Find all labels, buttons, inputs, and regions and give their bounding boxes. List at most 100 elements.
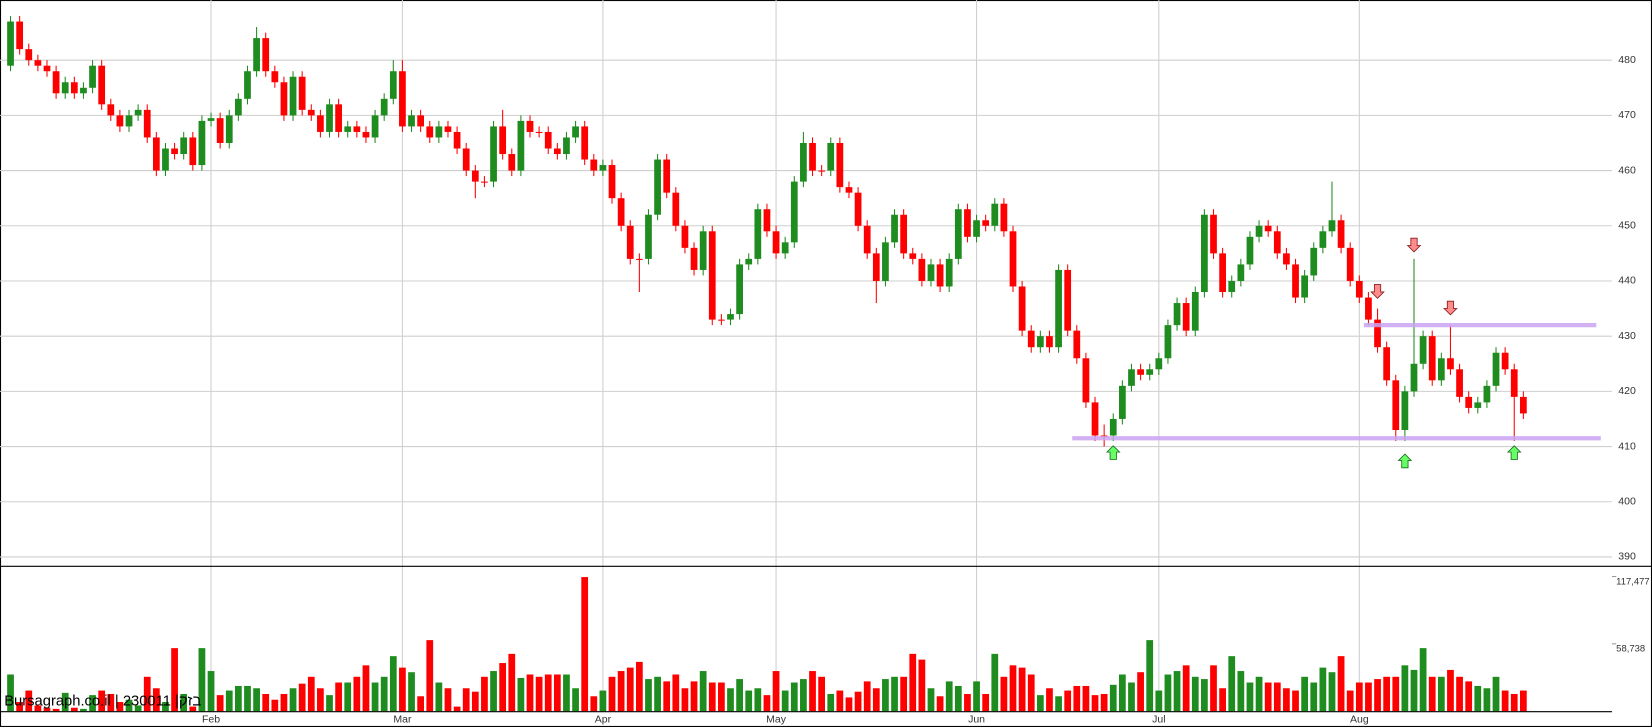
volume-bar — [34, 705, 42, 712]
candle-body — [1082, 358, 1090, 403]
volume-bar — [781, 690, 789, 712]
candle-body — [1027, 330, 1035, 348]
candle-body — [162, 148, 169, 171]
volume-bar — [80, 708, 87, 712]
candle-body — [1018, 286, 1026, 331]
candle-body — [718, 319, 725, 321]
volume-bar — [244, 685, 251, 712]
candle-body — [1064, 269, 1072, 331]
candle-body — [1073, 330, 1081, 359]
volume-bar — [43, 707, 51, 712]
volume-bar — [654, 676, 661, 712]
x-tick-label: Jun — [968, 713, 985, 725]
candle-body — [517, 120, 525, 171]
volume-bar — [1146, 640, 1154, 712]
volume-bar — [882, 679, 889, 712]
volume-bar — [1392, 676, 1400, 712]
candle-body — [417, 115, 425, 127]
candle-body — [1437, 358, 1445, 381]
volume-bar — [964, 693, 971, 712]
volume-bar — [1465, 681, 1473, 712]
candle-body — [727, 314, 734, 320]
source-label: Bursagraph.co.il | 230011 |בזק — [4, 694, 201, 710]
volume-bar — [380, 676, 388, 712]
candle-body — [1137, 369, 1144, 375]
candle-body — [918, 258, 926, 281]
candle-body — [872, 253, 880, 281]
volume-bar — [444, 688, 452, 712]
candle-body — [143, 109, 151, 138]
volume-bar — [754, 688, 762, 712]
volume-bar — [699, 671, 707, 712]
volume-bar — [280, 693, 288, 712]
candle-body — [362, 131, 370, 138]
candle-body — [845, 187, 853, 193]
candle-body — [1100, 435, 1108, 437]
candle-body — [635, 258, 643, 260]
volume-bar — [453, 706, 461, 712]
volume-bar — [389, 656, 397, 712]
candle-body — [280, 82, 288, 116]
candle-body — [317, 115, 324, 132]
volume-bar — [1155, 690, 1163, 712]
candle-body — [198, 120, 206, 166]
candle-body — [353, 126, 361, 132]
candle-body — [973, 220, 980, 237]
volume-bar — [608, 676, 616, 712]
candle-body — [471, 170, 479, 182]
signal-arrow — [1397, 453, 1413, 469]
candle-body — [1492, 352, 1500, 386]
volume-bar — [1082, 685, 1090, 712]
volume-bar — [1383, 676, 1391, 712]
volume-bar — [1365, 682, 1372, 712]
candle-body — [1109, 418, 1117, 436]
candle-body — [1000, 203, 1008, 232]
candle-body — [180, 137, 188, 155]
volume-bar — [98, 690, 106, 712]
candle-body — [1264, 225, 1272, 232]
candle-body — [909, 253, 917, 259]
y-tick-label: 430 — [1618, 330, 1636, 342]
volume-bar — [307, 676, 315, 712]
candle-body — [772, 231, 780, 254]
y-tick-label: 460 — [1618, 164, 1636, 176]
volume-bar — [845, 697, 853, 712]
volume-bar — [1100, 693, 1108, 712]
candle-body — [681, 225, 689, 248]
volume-bar — [134, 705, 142, 712]
volume-bar — [1301, 676, 1309, 712]
volume-bar — [836, 690, 844, 712]
candle-body — [399, 71, 406, 127]
signal-arrow — [1443, 300, 1458, 316]
volume-bar — [262, 693, 270, 712]
volume-bar — [125, 699, 133, 712]
volume-bar — [1246, 682, 1254, 712]
volume-bar — [207, 671, 215, 712]
candle-body — [171, 148, 178, 155]
candle-body — [745, 258, 753, 265]
candle-body — [1055, 269, 1062, 348]
volume-bar — [1073, 685, 1081, 712]
candle-body — [800, 142, 807, 182]
signal-arrow — [1105, 445, 1121, 460]
volume-bar — [1191, 676, 1199, 712]
volume-bar — [1501, 690, 1509, 712]
volume-bar — [1219, 688, 1226, 712]
candle-body — [553, 148, 561, 155]
candle-body — [1273, 231, 1281, 254]
candle-body — [1519, 396, 1527, 414]
volume-bar — [216, 695, 224, 712]
candle-body — [1328, 220, 1336, 232]
candle-body — [271, 71, 279, 83]
volume-bar — [800, 679, 807, 712]
candle-body — [1237, 264, 1245, 281]
volume-bar — [490, 671, 497, 712]
candle-body — [116, 115, 124, 127]
volume-bar — [590, 696, 598, 712]
candle-body — [1191, 292, 1199, 331]
volume-bar — [371, 682, 379, 712]
volume-tick-label: 117,477 — [1616, 576, 1650, 587]
volume-bar — [289, 688, 297, 712]
candle-body — [1046, 336, 1053, 348]
candle-body — [672, 192, 680, 226]
